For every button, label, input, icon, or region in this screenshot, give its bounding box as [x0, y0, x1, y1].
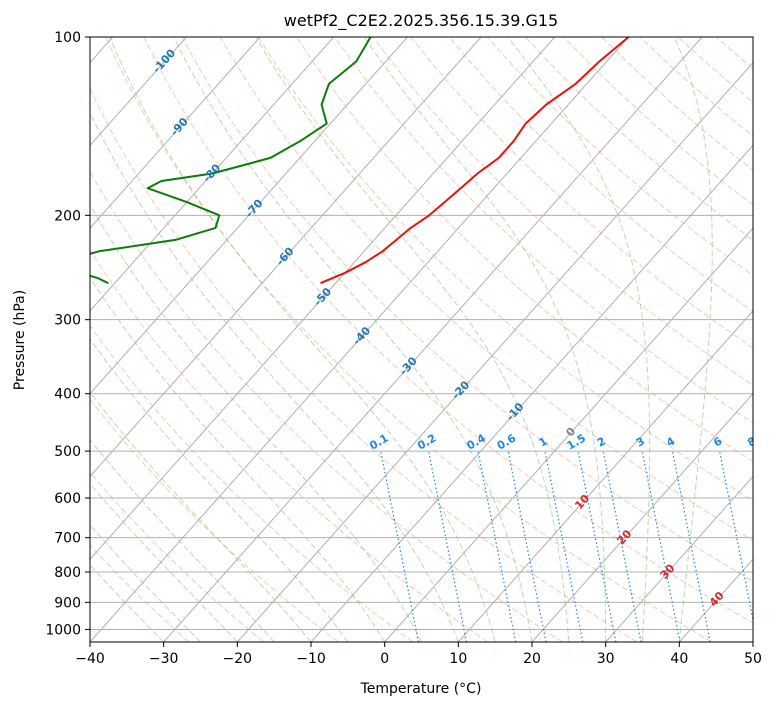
chart-title: wetPf2_C2E2.2025.356.15.39.G15 [284, 11, 558, 31]
isotherm-line [90, 37, 187, 147]
dry-adiabat [257, 37, 753, 502]
temperature-profile [320, 37, 630, 284]
moist-adiabat [363, 37, 607, 642]
y-tick-label: 1000 [45, 622, 81, 638]
plot-frame [89, 36, 754, 643]
moist-adiabat [90, 524, 201, 642]
dry-adiabat [372, 37, 753, 386]
mixing-ratio-line [544, 450, 584, 642]
x-tick-label: 50 [744, 651, 762, 667]
isotherm-line [605, 475, 753, 642]
x-tick-label: −20 [223, 651, 253, 667]
isotherm-line [457, 310, 753, 642]
moist-adiabat [90, 439, 275, 642]
mixing-ratio-label: 8 [745, 435, 758, 450]
isotherm-grid [90, 37, 753, 642]
x-tick-label: 10 [449, 651, 467, 667]
x-axis-label: Temperature (°C) [360, 681, 482, 697]
moist-adiabat [173, 37, 533, 642]
y-tick-label: 600 [54, 491, 81, 507]
y-tick-label: 900 [54, 595, 81, 611]
y-tick-label: 400 [54, 387, 81, 403]
plot-area: -100-90-80-70-60-50-40-30-20-10010203040… [90, 37, 758, 642]
x-tick-label: 20 [523, 651, 541, 667]
x-tick-label: −10 [296, 651, 326, 667]
y-axis: 1000 900 800 700 600 500 400 300 200 100 [45, 30, 90, 638]
dewpoint-profile [90, 37, 372, 284]
moist-adiabat [90, 482, 238, 642]
x-axis: −40 −30 −20 −10 0 10 20 30 40 50 [75, 642, 762, 667]
moist-adiabat [90, 111, 459, 642]
isotherm-line [90, 37, 482, 478]
y-tick-label: 300 [54, 313, 81, 329]
isotherm-line [163, 37, 703, 642]
dry-adiabat [296, 37, 753, 462]
isotherm-line [310, 144, 753, 642]
dry-adiabat [143, 37, 753, 624]
y-tick-label: 800 [54, 565, 81, 581]
dry-adiabat [90, 471, 264, 642]
dry-adiabat [90, 248, 488, 642]
isotherm-line [90, 37, 408, 395]
mixing-ratio-line [602, 450, 642, 642]
moist-adiabat [109, 37, 496, 642]
isotherm-line [90, 37, 556, 560]
x-tick-label: −40 [75, 651, 105, 667]
moist-adiabat [90, 203, 422, 642]
dry-adiabat [448, 37, 753, 313]
moist-adiabat [255, 37, 570, 642]
isotherm-line [90, 37, 629, 642]
moist-adiabat [673, 37, 713, 642]
mixing-ratio-line [428, 450, 467, 642]
isobar-grid [90, 37, 753, 630]
y-axis-label: Pressure (hPa) [12, 290, 28, 390]
mixing-ratio-line [380, 450, 420, 642]
y-tick-label: 100 [54, 30, 81, 46]
dry-adiabat [90, 87, 638, 642]
y-tick-label: 500 [54, 444, 81, 460]
x-tick-label: 40 [670, 651, 688, 667]
x-tick-label: −30 [149, 651, 179, 667]
x-tick-label: 30 [597, 651, 615, 667]
moist-adiabat [90, 338, 349, 642]
moist-adiabat [90, 564, 165, 642]
dry-adiabat [90, 170, 563, 642]
sounding-profiles [90, 37, 630, 284]
moist-adiabat [90, 391, 312, 642]
isotherm-line [531, 392, 753, 642]
y-tick-label: 700 [54, 531, 81, 547]
isotherm-line [90, 37, 335, 312]
isotherm-line [236, 61, 753, 642]
x-tick-label: 0 [380, 651, 389, 667]
isotherm-line [384, 227, 753, 642]
dry-adiabat [90, 398, 339, 642]
dry-adiabat [181, 37, 753, 582]
moist-adiabat [507, 37, 651, 642]
y-tick-label: 200 [54, 208, 81, 224]
isotherm-line [90, 37, 261, 229]
